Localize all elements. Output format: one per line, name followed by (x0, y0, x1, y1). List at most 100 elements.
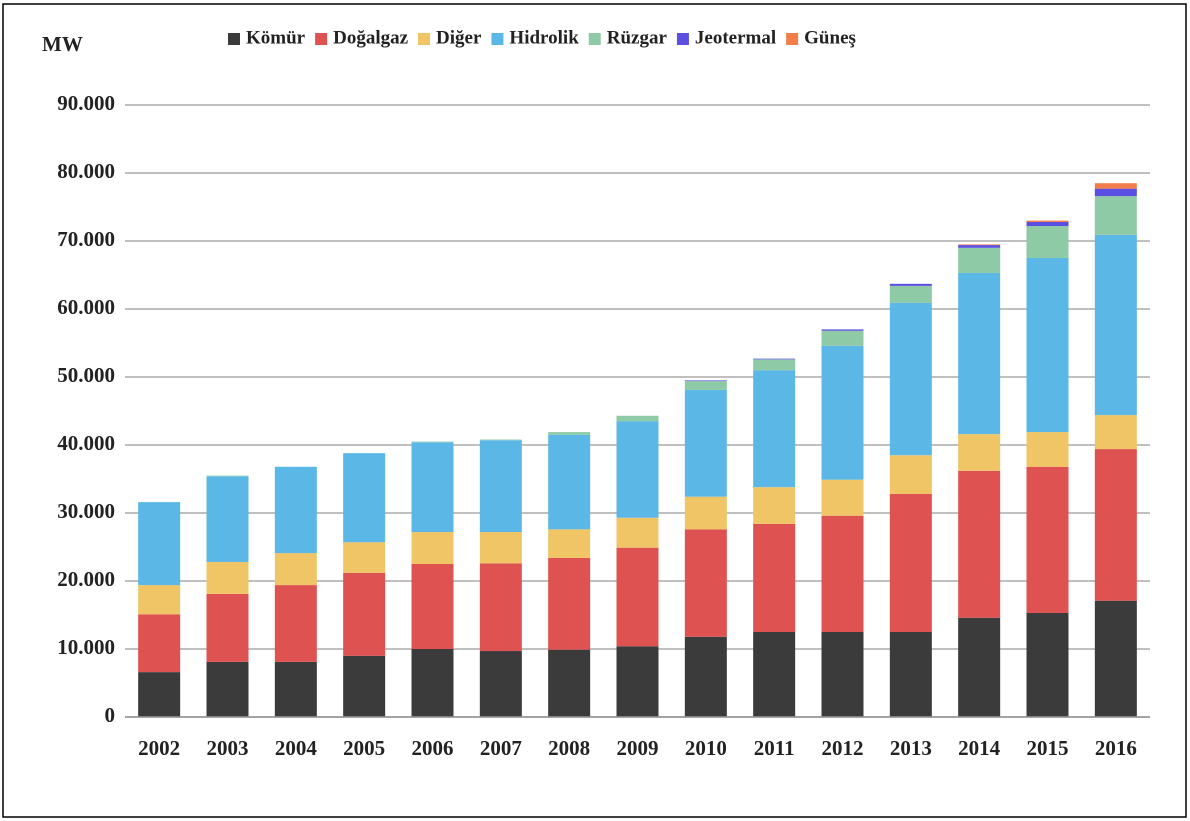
legend-swatch (588, 33, 601, 45)
legend-label: Kömür (246, 27, 306, 48)
bar-segment (958, 617, 1001, 717)
bar-segment (274, 466, 317, 554)
y-tick-label: 70.000 (57, 227, 115, 251)
bar-segment (343, 655, 386, 717)
bar-segment (1026, 466, 1069, 613)
y-tick-label: 10.000 (57, 635, 115, 659)
bar-segment (411, 649, 454, 717)
x-tick-label: 2005 (343, 736, 385, 760)
bar-segment (616, 421, 659, 518)
bar-segment (684, 636, 727, 717)
x-tick-label: 2009 (617, 736, 659, 760)
x-tick-label: 2016 (1095, 736, 1137, 760)
bar-segment (1026, 432, 1069, 467)
bar-segment (479, 651, 522, 717)
x-tick-label: 2003 (207, 736, 249, 760)
bar-segment (1094, 449, 1137, 601)
bar-segment (821, 345, 864, 480)
legend-swatch (676, 33, 689, 45)
bar-segment (206, 661, 249, 717)
y-tick-label: 20.000 (57, 567, 115, 591)
bar-segment (889, 302, 932, 456)
legend-swatch (418, 33, 431, 45)
y-tick-label: 80.000 (57, 159, 115, 183)
bar-segment (958, 244, 1001, 246)
bar-segment (343, 453, 386, 543)
bar-segment (411, 564, 454, 649)
x-tick-label: 2010 (685, 736, 727, 760)
bar-segment (821, 632, 864, 717)
bar-segment (343, 572, 386, 656)
bar-segment (684, 380, 727, 382)
bar-segment (1026, 258, 1069, 433)
legend-label: Hidrolik (509, 27, 579, 48)
bar-segment (684, 381, 727, 390)
bar-segment (1094, 234, 1137, 416)
bar-segment (1094, 196, 1137, 235)
legend-label: Doğalgaz (333, 27, 409, 48)
x-tick-label: 2012 (822, 736, 864, 760)
bar-segment (821, 330, 864, 346)
bar-segment (274, 585, 317, 662)
bar-segment (821, 515, 864, 632)
bar-segment (1094, 183, 1137, 189)
bar-segment (753, 370, 796, 488)
bar-segment (1026, 221, 1069, 227)
bar-segment (958, 245, 1001, 248)
bar-segment (548, 557, 591, 650)
bar-segment (138, 585, 181, 615)
y-tick-label: 90.000 (57, 91, 115, 115)
bar-segment (1094, 188, 1137, 197)
x-tick-label: 2008 (548, 736, 590, 760)
bar-segment (274, 661, 317, 717)
bar-segment (958, 272, 1001, 435)
legend-label: Rüzgar (607, 27, 668, 48)
bar-segment (889, 285, 932, 303)
legend-swatch (491, 33, 504, 45)
x-tick-label: 2011 (754, 736, 795, 760)
legend-swatch (786, 33, 799, 45)
bar-segment (616, 415, 659, 422)
y-tick-label: 60.000 (57, 295, 115, 319)
bar-segment (1026, 612, 1069, 717)
bar-segment (138, 614, 181, 673)
legend-swatch (315, 33, 328, 45)
bar-segment (479, 440, 522, 533)
bar-segment (548, 529, 591, 558)
bar-segment (1094, 600, 1137, 717)
bar-segment (753, 632, 796, 717)
bar-segment (479, 439, 522, 441)
bar-segment (548, 432, 591, 435)
bar-segment (753, 358, 796, 360)
bar-segment (411, 442, 454, 533)
bar-segment (548, 649, 591, 717)
frame (2, 3, 1187, 818)
bar-segment (616, 517, 659, 548)
bar-segment (889, 283, 932, 286)
x-tick-label: 2004 (275, 736, 318, 760)
bar-segment (616, 547, 659, 647)
bar-segment (411, 532, 454, 564)
legend-label: Güneş (804, 27, 856, 48)
bar-segment (206, 593, 249, 662)
bar-segment (753, 359, 796, 371)
bar-segment (138, 502, 181, 586)
bar-segment (206, 475, 249, 477)
bar-segment (411, 441, 454, 443)
bar-segment (958, 470, 1001, 618)
bar-segment (479, 532, 522, 564)
bar-segment (1094, 415, 1137, 450)
y-tick-label: 40.000 (57, 431, 115, 455)
bar-segment (548, 434, 591, 530)
y-tick-label: 50.000 (57, 363, 115, 387)
bar-segment (479, 563, 522, 652)
y-tick-label: 0 (105, 703, 116, 727)
bar-segment (138, 672, 181, 717)
bar-segment (206, 561, 249, 594)
y-axis-label: MW (42, 32, 83, 56)
bar-segment (1026, 220, 1069, 222)
legend-label: Diğer (436, 27, 482, 48)
x-tick-label: 2014 (958, 736, 1001, 760)
bar-segment (889, 632, 932, 717)
